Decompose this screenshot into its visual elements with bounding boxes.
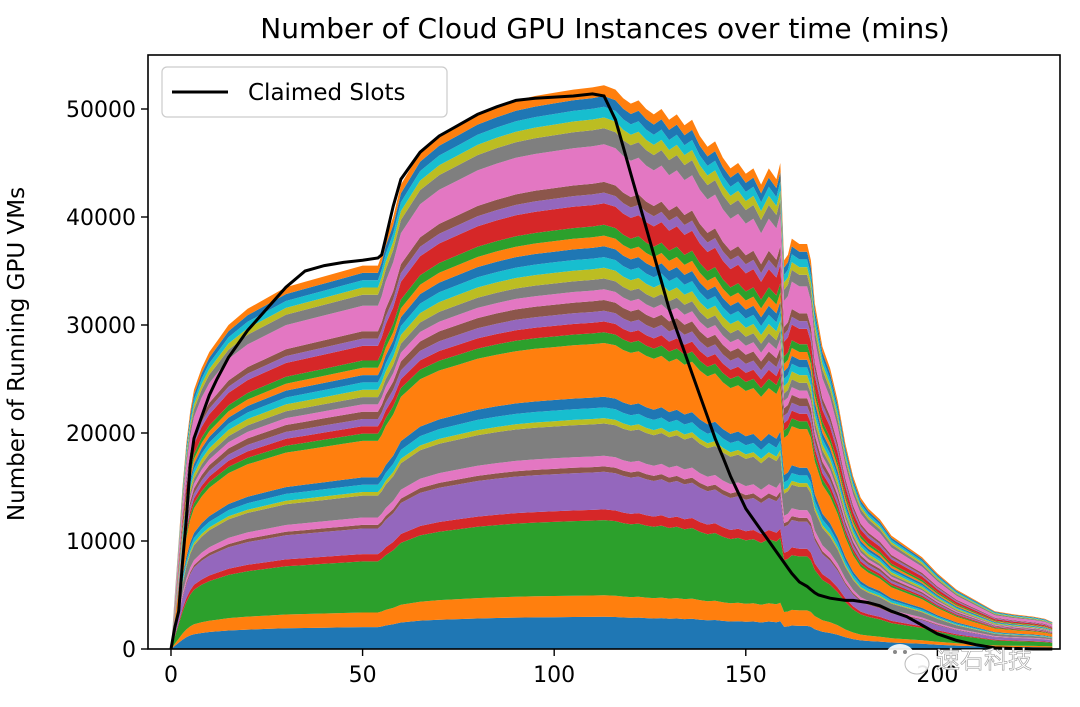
wechat-icon xyxy=(886,644,930,675)
watermark-text: 速石科技 xyxy=(936,646,1032,674)
area-layer-30 xyxy=(171,106,1053,649)
legend-box xyxy=(161,66,448,118)
x-tick-label: 150 xyxy=(725,663,767,688)
area-layer-17 xyxy=(171,289,1053,649)
x-tick-label: 50 xyxy=(349,663,377,688)
area-layer-31 xyxy=(171,96,1053,649)
y-tick-label: 40000 xyxy=(66,206,136,231)
area-layer-27 xyxy=(171,144,1053,650)
area-layer-21 xyxy=(171,246,1053,650)
area-layer-28 xyxy=(171,128,1053,649)
area-layer-26 xyxy=(171,181,1053,649)
area-layer-4 xyxy=(171,509,1053,649)
x-tick-label: 0 xyxy=(164,663,178,688)
area-layer-22 xyxy=(171,235,1053,649)
area-layer-13 xyxy=(171,332,1053,649)
area-layer-12 xyxy=(171,343,1053,649)
area-layer-23 xyxy=(171,224,1053,650)
legend-label-claimed-slots: Claimed Slots xyxy=(248,80,405,106)
y-tick-label: 20000 xyxy=(66,422,136,447)
area-layer-9 xyxy=(171,418,1053,649)
area-layer-10 xyxy=(171,407,1053,649)
area-layer-19 xyxy=(171,267,1053,649)
area-layer-15 xyxy=(171,310,1053,649)
y-axis-label: Number of Running GPU VMs xyxy=(4,187,30,521)
y-tick-label: 0 xyxy=(122,638,136,663)
area-layer-14 xyxy=(171,321,1053,649)
legend: Claimed Slots xyxy=(161,66,448,118)
area-layer-29 xyxy=(171,117,1053,649)
area-layer-1 xyxy=(171,616,1053,649)
watermark: 速石科技 xyxy=(886,644,1032,675)
area-layer-32 xyxy=(171,85,1053,649)
plot-frame xyxy=(147,54,1061,650)
area-layer-7 xyxy=(171,455,1053,649)
area-layer-2 xyxy=(171,595,1053,649)
series-line-claimed-slots xyxy=(169,92,1053,651)
y-tick-label: 10000 xyxy=(66,530,136,555)
area-layer-18 xyxy=(171,278,1053,649)
area-layer-5 xyxy=(171,471,1053,649)
area-layer-20 xyxy=(171,257,1053,649)
area-layer-3 xyxy=(171,520,1053,649)
x-tick-label: 100 xyxy=(533,663,575,688)
area-layer-24 xyxy=(171,203,1053,649)
area-layer-6 xyxy=(171,466,1053,649)
plot-area xyxy=(147,54,1061,651)
chart-title: Number of Cloud GPU Instances over time … xyxy=(260,12,949,45)
area-layer-11 xyxy=(171,396,1053,649)
area-layer-25 xyxy=(171,192,1053,649)
y-tick-label: 50000 xyxy=(66,98,136,123)
area-layer-8 xyxy=(171,423,1053,649)
y-tick-label: 30000 xyxy=(66,314,136,339)
stacked-area-layers xyxy=(171,85,1053,650)
x-axis-ticks: 0 50 100 150 200 xyxy=(164,649,958,688)
area-layer-16 xyxy=(171,300,1053,649)
y-axis-ticks: 0 10000 20000 30000 40000 50000 xyxy=(66,98,148,663)
